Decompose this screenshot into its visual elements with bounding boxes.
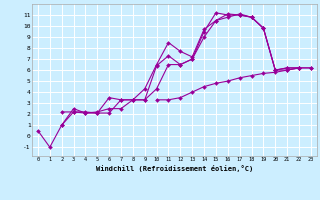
X-axis label: Windchill (Refroidissement éolien,°C): Windchill (Refroidissement éolien,°C)	[96, 165, 253, 172]
